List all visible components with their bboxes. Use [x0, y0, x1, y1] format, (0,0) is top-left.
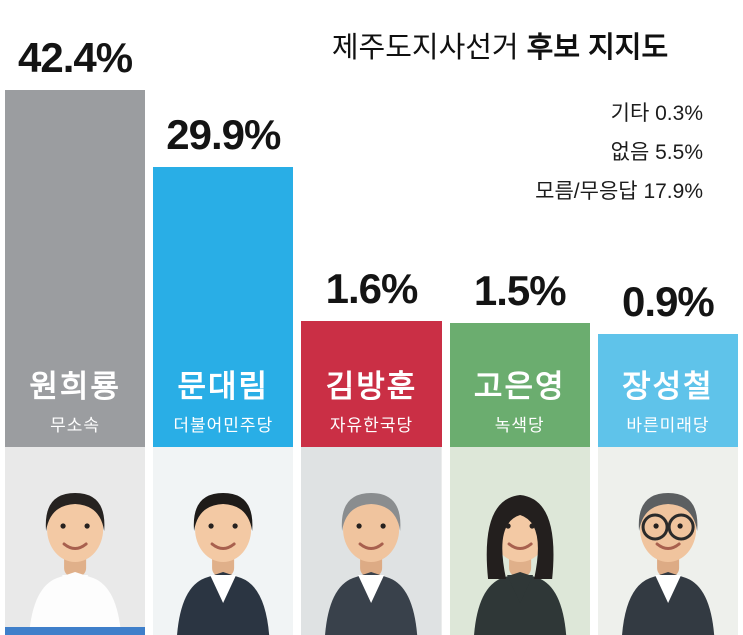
candidate-photo — [5, 447, 146, 635]
candidate-band: 장성철 바른미래당 — [597, 350, 739, 447]
candidate-name: 원희룡 — [29, 369, 121, 404]
support-bar — [153, 167, 294, 350]
bar-area: 1.6% — [301, 0, 442, 350]
stat-value: 17.9% — [643, 180, 703, 203]
candidate-column: 1.5% 고은영 녹색당 — [449, 0, 590, 635]
support-value: 1.6% — [325, 265, 419, 312]
candidate-band: 문대림 더불어민주당 — [153, 350, 294, 447]
stat-label: 없음 — [610, 141, 650, 164]
person-avatar — [5, 447, 146, 635]
candidate-party: 바른미래당 — [626, 416, 710, 435]
candidate-band: 원희룡 무소속 — [5, 350, 146, 447]
support-bar — [301, 321, 442, 350]
person-avatar — [153, 447, 294, 635]
stat-line: 모름/무응답 17.9% — [535, 172, 703, 211]
person-avatar — [449, 447, 590, 635]
support-value: 0.9% — [622, 278, 715, 325]
support-bar — [597, 334, 739, 350]
bar-area: 0.9% — [597, 0, 739, 350]
candidate-column: 0.9% 장성철 바른미래당 — [597, 0, 739, 635]
support-value: 42.4% — [18, 34, 133, 81]
stat-line: 없음 5.5% — [535, 133, 703, 172]
candidate-party: 녹색당 — [494, 416, 545, 435]
candidate-band: 김방훈 자유한국당 — [301, 350, 442, 447]
candidate-column: 29.9% 문대림 더불어민주당 — [153, 0, 294, 635]
candidate-photo — [597, 447, 739, 635]
support-value: 29.9% — [166, 111, 281, 158]
support-bar — [5, 90, 146, 350]
candidate-column: 42.4% 원희룡 무소속 — [5, 0, 146, 635]
stat-label: 기타 — [610, 102, 650, 125]
candidate-photo — [153, 447, 294, 635]
candidate-name: 장성철 — [622, 369, 714, 404]
page-title: 제주도지사선거 후보 지지도 — [278, 24, 722, 66]
candidate-photo — [449, 447, 590, 635]
person-avatar — [597, 447, 739, 635]
candidate-name: 문대림 — [177, 369, 270, 404]
candidate-band: 고은영 녹색당 — [449, 350, 590, 447]
stat-label: 모름/무응답 — [535, 180, 638, 203]
candidate-party: 더불어민주당 — [173, 416, 274, 435]
title-bold: 후보 지지도 — [526, 32, 669, 64]
stat-line: 기타 0.3% — [535, 94, 703, 133]
candidate-name: 김방훈 — [325, 369, 418, 404]
candidate-name: 고은영 — [473, 369, 566, 404]
bar-area: 1.5% — [449, 0, 590, 350]
minor-response-stats: 기타 0.3% 없음 5.5% 모름/무응답 17.9% — [535, 94, 703, 211]
stat-value: 5.5% — [655, 141, 703, 164]
bar-area: 29.9% — [153, 0, 294, 350]
bar-area: 42.4% — [5, 0, 146, 350]
candidate-party: 무소속 — [50, 416, 101, 435]
title-regular: 제주도지사선거 — [331, 32, 519, 64]
candidate-party: 자유한국당 — [329, 416, 414, 435]
candidate-photo — [301, 447, 442, 635]
stat-value: 0.3% — [655, 102, 703, 125]
person-avatar — [301, 447, 442, 635]
support-value: 1.5% — [473, 267, 567, 314]
candidate-column: 1.6% 김방훈 자유한국당 — [301, 0, 442, 635]
support-bar — [449, 323, 590, 350]
